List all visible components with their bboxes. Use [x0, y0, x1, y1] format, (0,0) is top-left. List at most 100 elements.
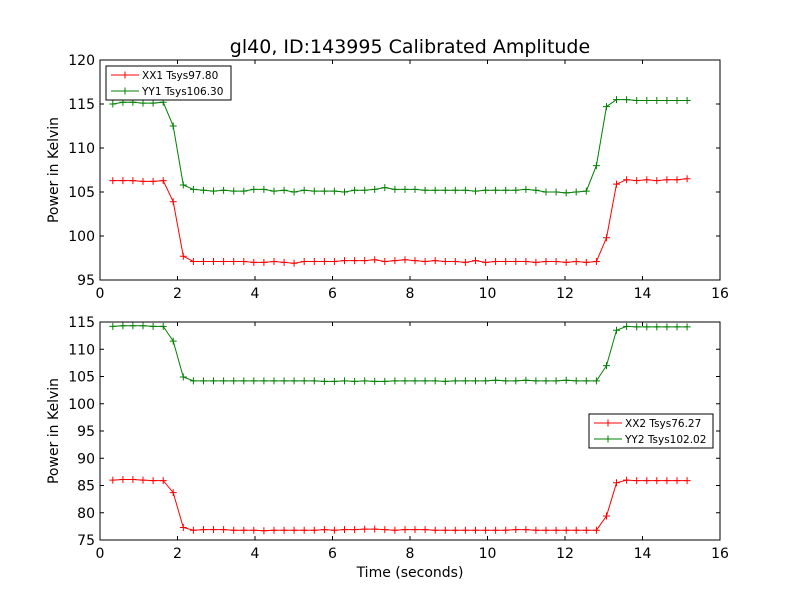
- data-point: [290, 526, 298, 534]
- data-point: [653, 97, 661, 104]
- top-subplot: 0 2 4 6 8 10 12 14 16 95 100 105 110 115 120 Power in K…: [46, 53, 729, 302]
- data-point: [260, 377, 268, 385]
- x-tick-label: 0: [96, 286, 105, 302]
- x-tick-label: 6: [328, 546, 337, 562]
- data-point: [371, 525, 379, 533]
- data-point: [240, 258, 248, 265]
- data-point: [300, 377, 308, 385]
- data-point: [512, 258, 520, 265]
- data-point: [492, 258, 500, 265]
- series-line: [112, 99, 688, 194]
- y-tick-label: 95: [77, 424, 95, 440]
- data-point: [502, 377, 510, 385]
- data-point: [129, 322, 137, 330]
- x-tick-label: 12: [556, 286, 574, 302]
- data-point: [522, 376, 530, 384]
- data-point: [411, 185, 419, 193]
- data-point: [461, 258, 469, 266]
- data-point: [220, 526, 228, 534]
- data-point: [522, 185, 530, 193]
- data-point: [431, 377, 439, 385]
- data-point: [552, 188, 560, 196]
- data-point: [280, 526, 288, 534]
- data-point: [139, 476, 147, 484]
- data-point: [179, 373, 187, 381]
- data-point: [633, 177, 641, 185]
- data-point: [270, 187, 278, 195]
- data-point: [149, 177, 157, 185]
- data-point: [532, 377, 540, 385]
- data-point: [421, 186, 429, 194]
- data-point: [633, 97, 641, 104]
- data-point: [300, 186, 308, 194]
- data-point: [552, 258, 560, 265]
- data-point: [532, 526, 540, 534]
- data-point: [220, 258, 228, 265]
- legend-marker: [604, 419, 612, 427]
- data-point: [633, 477, 641, 485]
- x-tick-label: 0: [96, 546, 105, 562]
- x-tick-label: 4: [251, 286, 260, 302]
- data-point: [472, 526, 479, 534]
- legend-marker: [604, 435, 612, 443]
- data-point: [421, 526, 429, 534]
- y-tick-label: 100: [68, 397, 95, 413]
- series-2: [109, 96, 691, 197]
- data-point: [482, 258, 490, 266]
- data-point: [330, 377, 338, 385]
- data-point: [250, 185, 258, 193]
- data-point: [310, 377, 318, 385]
- data-point: [189, 258, 197, 265]
- data-point: [270, 258, 278, 265]
- data-point: [502, 258, 510, 265]
- data-point: [431, 526, 439, 534]
- data-point: [613, 96, 620, 104]
- data-point: [421, 258, 429, 265]
- data-point: [683, 323, 691, 331]
- data-point: [260, 185, 268, 193]
- data-point: [683, 477, 691, 485]
- data-point: [472, 187, 479, 195]
- x-tick-label: 2: [173, 546, 182, 562]
- legend-label: YY2 Tsys102.02: [624, 434, 706, 446]
- data-point: [210, 526, 217, 534]
- data-point: [220, 186, 228, 194]
- data-point: [592, 162, 600, 170]
- legend: XX2 Tsys76.27 YY2 Tsys102.02: [588, 413, 714, 449]
- data-point: [149, 322, 157, 330]
- data-point: [431, 186, 439, 194]
- data-point: [391, 257, 399, 265]
- y-tick-label: 105: [68, 370, 95, 386]
- data-point: [653, 323, 661, 331]
- x-tick-label: 10: [479, 286, 497, 302]
- data-point: [149, 477, 157, 485]
- data-point: [260, 258, 268, 266]
- data-point: [643, 477, 651, 485]
- x-tick-label: 12: [556, 546, 574, 562]
- data-point: [572, 377, 580, 385]
- data-point: [673, 97, 681, 104]
- data-point: [401, 256, 409, 264]
- data-point: [341, 257, 348, 265]
- data-point: [623, 476, 631, 484]
- data-point: [411, 377, 419, 385]
- data-point: [502, 186, 510, 194]
- data-point: [391, 526, 399, 534]
- x-axis-label: Time (seconds): [356, 565, 464, 581]
- data-point: [391, 185, 399, 193]
- data-point: [169, 337, 177, 345]
- data-point: [663, 97, 671, 104]
- data-point: [361, 186, 369, 194]
- data-point: [371, 256, 379, 264]
- data-point: [169, 489, 177, 497]
- data-point: [210, 187, 217, 195]
- data-point: [673, 477, 681, 485]
- data-point: [441, 377, 449, 385]
- data-point: [653, 477, 661, 485]
- bottom-subplot: 0 2 4 6 8 10 12 14 16 75 80 85 90 95 100 105 110 115 Power…: [46, 315, 729, 581]
- data-point: [592, 377, 600, 385]
- data-point: [230, 258, 238, 265]
- series-line: [112, 479, 688, 532]
- y-tick-label: 115: [68, 315, 95, 331]
- data-point: [391, 377, 399, 385]
